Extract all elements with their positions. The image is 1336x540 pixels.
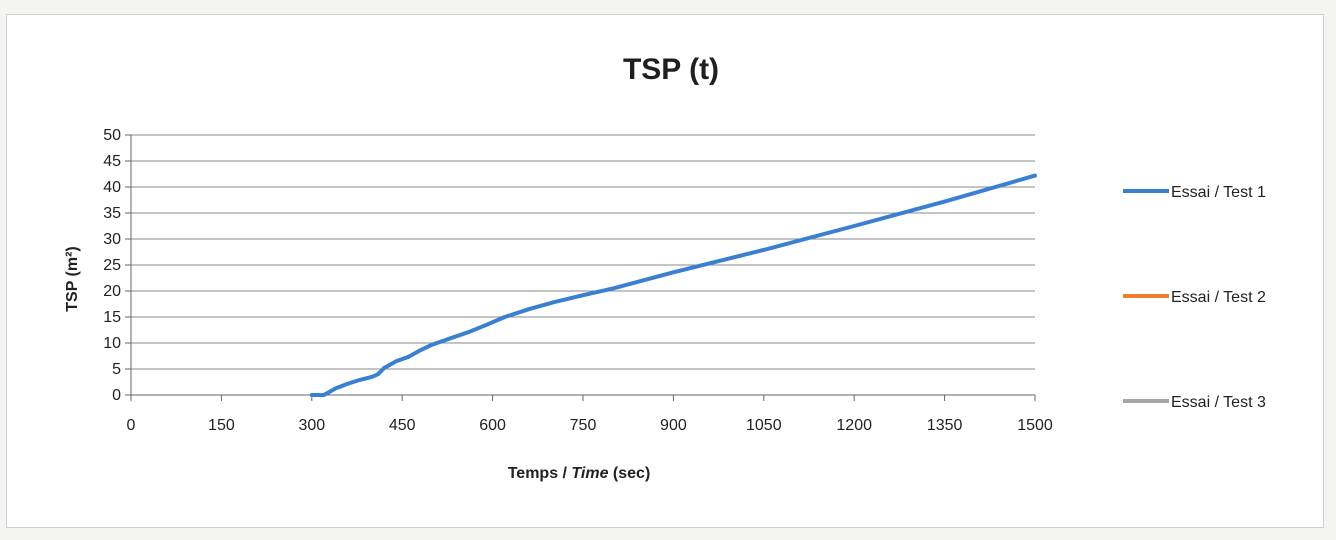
chart-title: TSP (t) — [623, 53, 719, 86]
gridlines — [131, 134, 1035, 370]
y-tick-label-40: 40 — [103, 179, 121, 196]
x-tick-label-450: 450 — [389, 417, 416, 434]
y-tick-label-15: 15 — [103, 309, 121, 326]
x-tick-label-1500: 1500 — [1017, 417, 1053, 434]
x-tick-label-900: 900 — [660, 417, 687, 434]
y-tick-label-5: 5 — [112, 361, 121, 378]
x-tick-label-1200: 1200 — [836, 417, 872, 434]
x-tick-label-150: 150 — [208, 417, 235, 434]
y-axis-label: TSP (m²) — [64, 246, 81, 311]
x-tick-label-600: 600 — [479, 417, 506, 434]
x-tick-label-1050: 1050 — [746, 417, 782, 434]
x-tick-label-1350: 1350 — [927, 417, 963, 434]
x-tick-label-0: 0 — [127, 417, 136, 434]
chart-svg: TSP (t) 0 150 300 450 600 750 900 1050 1200 1350 1… — [64, 53, 1266, 482]
y-tick-label-35: 35 — [103, 205, 121, 222]
y-tick-label-45: 45 — [103, 153, 121, 170]
y-tick-labels: 0 5 10 15 20 25 30 35 40 45 50 — [103, 127, 121, 404]
y-tick-label-20: 20 — [103, 283, 121, 300]
y-tick-label-0: 0 — [112, 387, 121, 404]
series-line-1 — [309, 173, 1037, 397]
y-tick-label-10: 10 — [103, 335, 121, 352]
x-tick-label-750: 750 — [570, 417, 597, 434]
y-tick-label-25: 25 — [103, 257, 121, 274]
x-axis-label-regular: Temps / — [508, 465, 572, 482]
x-axis-label: Temps / Time (sec) — [508, 465, 651, 482]
legend-label-1: Essai / Test 1 — [1171, 184, 1266, 201]
x-axis-label-italic: Time — [571, 465, 608, 482]
x-tick-labels: 0 150 300 450 600 750 900 1050 1200 1350 1500 — [127, 417, 1053, 434]
y-tick-label-50: 50 — [103, 127, 121, 144]
series-lines — [309, 173, 1037, 397]
legend-label-3: Essai / Test 3 — [1171, 394, 1266, 411]
chart-frame: TSP (t) 0 150 300 450 600 750 900 1050 1200 1350 1… — [6, 14, 1324, 528]
y-tick-label-30: 30 — [103, 231, 121, 248]
x-tick-label-300: 300 — [298, 417, 325, 434]
axes — [125, 134, 1036, 401]
x-axis-label-unit: (sec) — [608, 465, 650, 482]
legend-label-2: Essai / Test 2 — [1171, 289, 1266, 306]
legend: Essai / Test 1 Essai / Test 2 Essai / Test… — [1123, 184, 1266, 411]
